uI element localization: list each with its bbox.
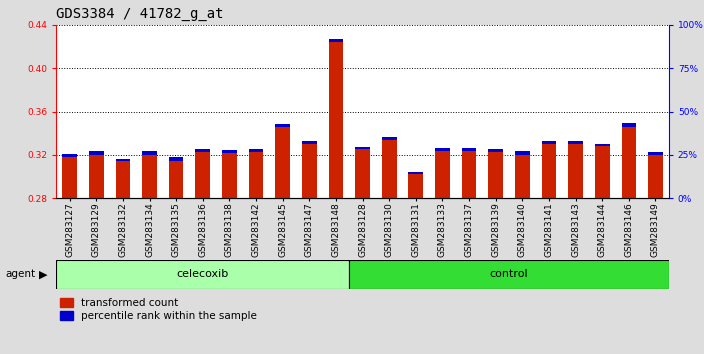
Bar <box>356 147 370 149</box>
Bar <box>89 155 103 198</box>
Bar <box>63 154 77 157</box>
Bar <box>115 159 130 161</box>
Bar <box>356 149 370 198</box>
Bar <box>302 142 317 144</box>
Bar <box>275 124 290 127</box>
Bar <box>89 152 103 155</box>
Bar <box>222 153 237 198</box>
Bar <box>435 150 450 198</box>
Bar <box>249 152 263 198</box>
Bar <box>541 141 556 144</box>
Bar <box>382 137 396 140</box>
Legend: transformed count, percentile rank within the sample: transformed count, percentile rank withi… <box>56 294 261 325</box>
Bar <box>489 152 503 198</box>
Bar <box>408 172 423 175</box>
Bar <box>329 39 344 42</box>
Bar <box>56 260 349 289</box>
Bar <box>196 152 210 198</box>
Bar <box>489 149 503 152</box>
Bar <box>648 152 662 155</box>
Bar <box>249 149 263 152</box>
Bar <box>382 140 396 198</box>
Bar <box>568 141 583 144</box>
Text: ▶: ▶ <box>39 269 47 279</box>
Bar <box>568 144 583 198</box>
Bar <box>622 127 636 198</box>
Bar <box>222 150 237 153</box>
Bar <box>622 123 636 127</box>
Bar <box>169 157 184 161</box>
Text: control: control <box>490 269 528 279</box>
Bar <box>196 149 210 152</box>
Bar <box>275 127 290 198</box>
Text: agent: agent <box>6 269 36 279</box>
Bar <box>462 150 477 198</box>
Bar <box>648 155 662 198</box>
Bar <box>63 157 77 198</box>
Bar <box>169 161 184 198</box>
Bar <box>142 155 157 198</box>
Bar <box>515 150 529 155</box>
Bar <box>435 148 450 150</box>
Bar <box>462 148 477 150</box>
Bar <box>595 144 610 146</box>
Bar <box>302 144 317 198</box>
Bar <box>541 144 556 198</box>
Bar <box>349 260 669 289</box>
Bar <box>115 161 130 198</box>
Bar <box>595 146 610 198</box>
Bar <box>142 152 157 155</box>
Bar <box>329 42 344 198</box>
Bar <box>408 175 423 198</box>
Text: celecoxib: celecoxib <box>177 269 229 279</box>
Bar <box>515 155 529 198</box>
Text: GDS3384 / 41782_g_at: GDS3384 / 41782_g_at <box>56 7 224 21</box>
